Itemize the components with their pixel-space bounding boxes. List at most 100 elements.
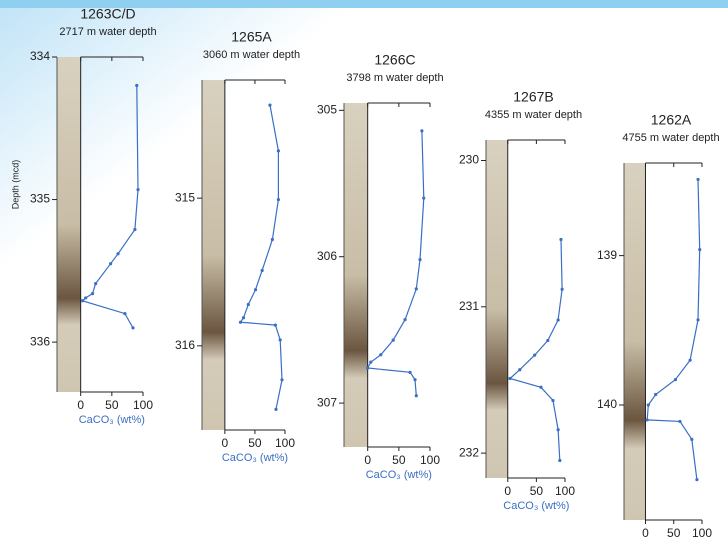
data-point	[420, 129, 423, 132]
x-tick-label: 100	[275, 436, 295, 450]
panel-subtitle: 3798 m water depth	[346, 72, 443, 84]
y-tick-label: 306	[317, 249, 337, 263]
data-point	[277, 198, 280, 201]
panel-subtitle: 4355 m water depth	[485, 109, 582, 121]
data-point	[539, 386, 542, 389]
data-point	[559, 238, 562, 241]
x-tick-label: 100	[555, 484, 575, 498]
x-tick-label: 0	[364, 453, 371, 467]
x-tick-label: 50	[105, 398, 119, 412]
data-point	[254, 288, 257, 291]
data-point	[379, 353, 382, 356]
x-tick-label: 0	[504, 484, 511, 498]
y-tick-label: 316	[175, 338, 195, 352]
data-point	[557, 318, 560, 321]
y-tick-label: 140	[597, 397, 617, 411]
panel-title: 1265A	[231, 29, 272, 45]
data-point	[422, 197, 425, 200]
data-point	[280, 378, 283, 381]
data-point	[561, 288, 564, 291]
data-point	[696, 178, 699, 181]
data-point	[415, 394, 418, 397]
y-tick-label: 230	[459, 153, 479, 167]
x-axis-label: CaCO₃ (wt%)	[222, 452, 288, 464]
data-point	[674, 378, 677, 381]
data-point	[268, 104, 271, 107]
data-point	[135, 84, 138, 87]
panel-subtitle: 3060 m water depth	[203, 49, 300, 61]
data-point	[247, 303, 250, 306]
data-point	[518, 368, 521, 371]
y-tick-label: 315	[175, 190, 195, 204]
x-tick-label: 100	[420, 453, 440, 467]
data-point	[81, 299, 84, 302]
panel-subtitle: 4755 m water depth	[622, 132, 719, 144]
core-image	[624, 163, 645, 520]
data-point	[646, 418, 649, 421]
data-point	[274, 408, 277, 411]
data-point	[533, 353, 536, 356]
data-point	[261, 269, 264, 272]
y-tick-label: 231	[459, 299, 479, 313]
y-tick-label: 305	[317, 102, 337, 116]
data-point	[647, 403, 650, 406]
data-point	[84, 296, 87, 299]
data-point	[695, 478, 698, 481]
y-tick-label: 139	[597, 248, 617, 262]
data-point	[508, 377, 511, 380]
panel-subtitle: 2717 m water depth	[59, 26, 156, 38]
x-tick-label: 50	[248, 436, 262, 450]
data-point	[413, 378, 416, 381]
x-axis-label: CaCO₃ (wt%)	[503, 500, 569, 512]
data-point	[546, 339, 549, 342]
data-point	[369, 360, 372, 363]
data-point	[551, 399, 554, 402]
panel-title: 1267B	[513, 89, 553, 105]
core-image	[486, 140, 508, 478]
y-axis-label: Depth (mcd)	[10, 160, 20, 210]
data-point	[654, 393, 657, 396]
data-point	[557, 428, 560, 431]
x-axis-label: CaCO₃ (wt%)	[79, 414, 145, 426]
data-point	[418, 258, 421, 261]
core-image	[202, 80, 225, 430]
y-tick-label: 307	[317, 395, 337, 409]
data-point	[678, 420, 681, 423]
data-point	[366, 366, 369, 369]
x-tick-label: 50	[530, 484, 544, 498]
panel-title: 1266C	[374, 52, 415, 68]
data-point	[279, 338, 282, 341]
panel-title: 1262A	[651, 112, 692, 128]
x-tick-label: 50	[392, 453, 406, 467]
x-tick-label: 50	[667, 526, 681, 540]
data-point	[690, 438, 693, 441]
core-image	[57, 57, 81, 392]
data-point	[136, 188, 139, 191]
x-tick-label: 0	[642, 526, 649, 540]
core-image	[344, 103, 368, 447]
x-axis-label: CaCO₃ (wt%)	[366, 469, 432, 481]
data-point	[271, 238, 274, 241]
x-tick-label: 0	[77, 398, 84, 412]
data-point	[689, 359, 692, 362]
y-tick-label: 232	[459, 445, 479, 459]
data-point	[274, 324, 277, 327]
y-tick-label: 335	[30, 192, 50, 206]
data-point	[696, 318, 699, 321]
y-tick-label: 334	[30, 49, 50, 63]
data-point	[239, 321, 242, 324]
data-point	[133, 228, 136, 231]
x-tick-label: 100	[692, 526, 712, 540]
data-point	[123, 312, 126, 315]
data-point	[408, 371, 411, 374]
data-point	[277, 149, 280, 152]
data-point	[242, 316, 245, 319]
data-point	[116, 252, 119, 255]
data-point	[109, 262, 112, 265]
data-point	[131, 326, 134, 329]
chart: 1263C/D2717 m water depth334335336050100…	[0, 0, 728, 542]
data-point	[698, 248, 701, 251]
x-tick-label: 100	[133, 398, 153, 412]
panel-title: 1263C/D	[80, 6, 135, 22]
data-point	[91, 292, 94, 295]
